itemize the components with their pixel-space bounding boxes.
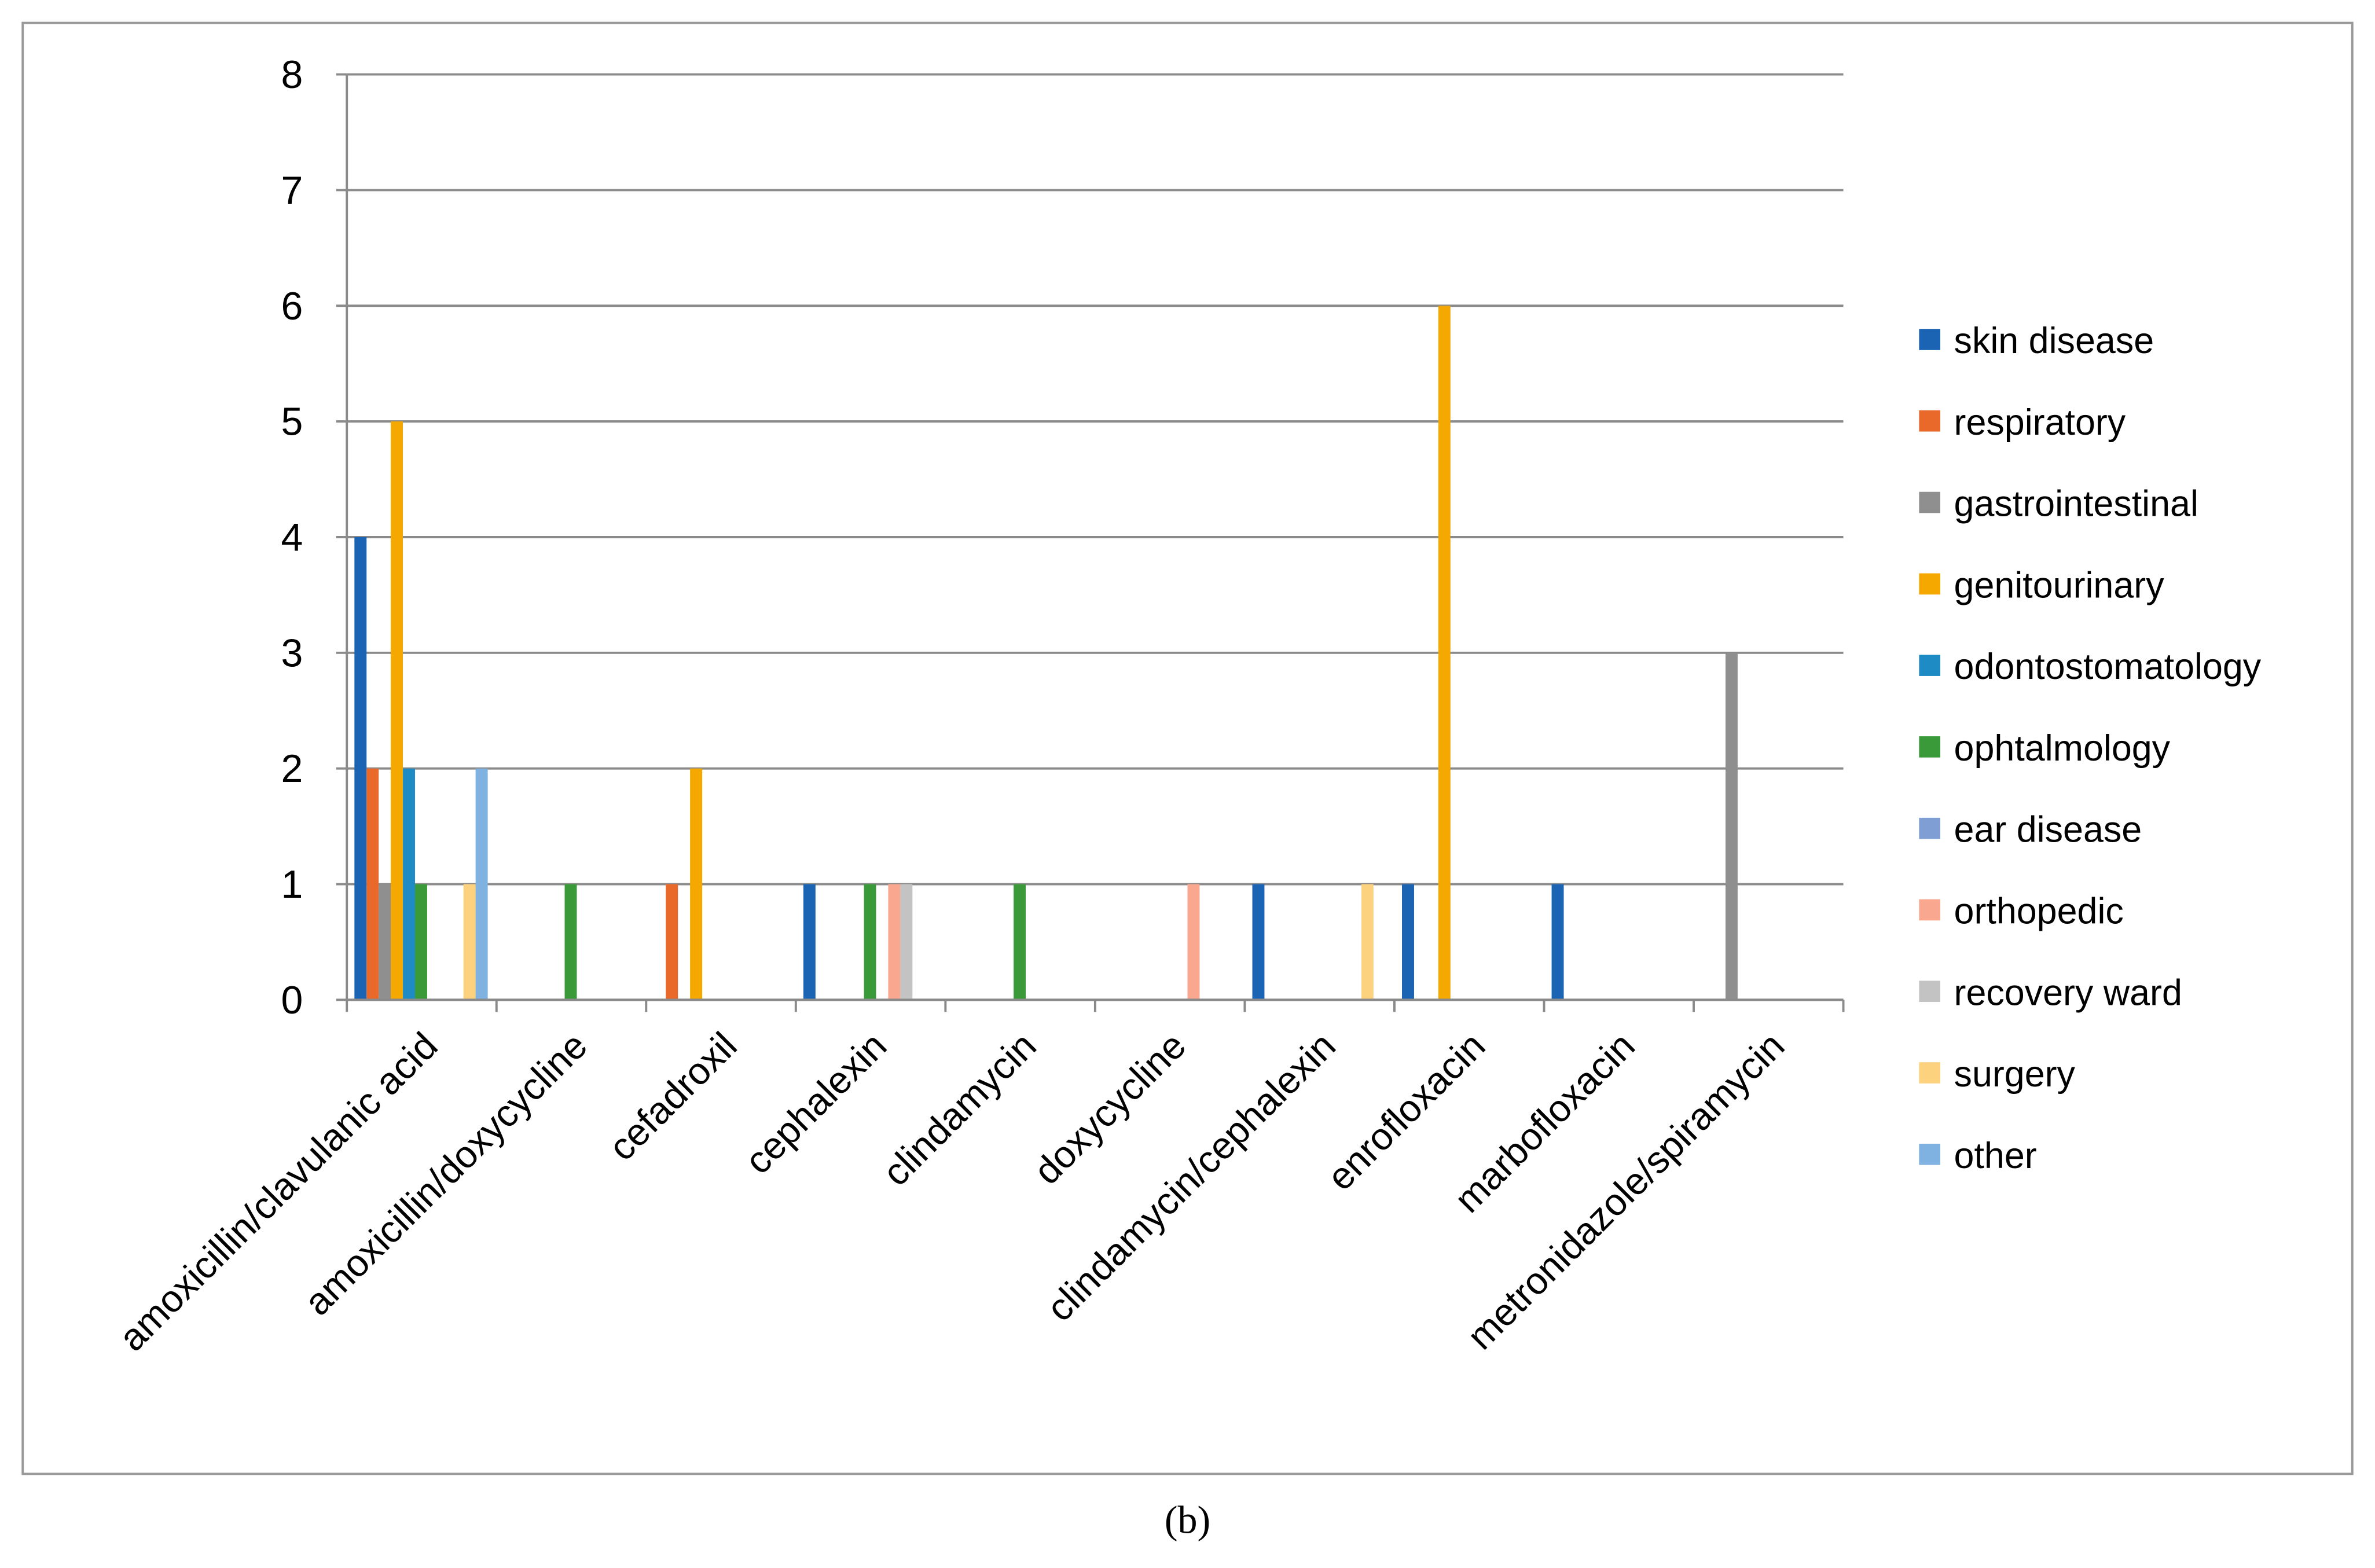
bar bbox=[403, 768, 415, 1000]
legend-label: odontostomatology bbox=[1954, 647, 2262, 687]
legend-swatch bbox=[1919, 655, 1941, 676]
legend-label: genitourinary bbox=[1954, 565, 2165, 605]
legend-label: ear disease bbox=[1954, 810, 2142, 850]
legend-label: surgery bbox=[1954, 1054, 2076, 1095]
y-tick-label: 0 bbox=[281, 978, 303, 1022]
caption: (b) bbox=[1165, 1497, 1210, 1541]
legend-label: respiratory bbox=[1954, 402, 2126, 443]
legend-swatch bbox=[1919, 573, 1941, 595]
bar bbox=[475, 768, 488, 1000]
bar bbox=[803, 884, 816, 1000]
legend-label: skin disease bbox=[1954, 321, 2154, 361]
y-tick-label: 2 bbox=[281, 747, 303, 791]
legend-swatch bbox=[1919, 981, 1941, 1003]
legend-label: other bbox=[1954, 1136, 2037, 1176]
bar bbox=[1014, 884, 1026, 1000]
bar bbox=[1438, 306, 1451, 1000]
bar bbox=[1402, 884, 1414, 1000]
y-tick-label: 7 bbox=[281, 168, 303, 212]
bar bbox=[888, 884, 901, 1000]
legend-swatch bbox=[1919, 1143, 1941, 1165]
bar bbox=[366, 768, 379, 1000]
y-tick-label: 1 bbox=[281, 862, 303, 906]
y-tick-label: 5 bbox=[281, 400, 303, 444]
legend-swatch bbox=[1919, 1062, 1941, 1084]
legend-swatch bbox=[1919, 410, 1941, 432]
legend-label: orthopedic bbox=[1954, 891, 2124, 931]
legend-swatch bbox=[1919, 899, 1941, 921]
legend-label: recovery ward bbox=[1954, 972, 2182, 1013]
bar bbox=[900, 884, 913, 1000]
legend-swatch bbox=[1919, 736, 1941, 758]
y-tick-label: 8 bbox=[281, 53, 303, 97]
legend-label: ophtalmology bbox=[1954, 728, 2171, 769]
bar bbox=[666, 884, 678, 1000]
chart-border bbox=[21, 21, 2354, 1475]
bar bbox=[864, 884, 876, 1000]
bar bbox=[564, 884, 577, 1000]
y-tick-label: 4 bbox=[281, 516, 303, 560]
bar bbox=[463, 884, 476, 1000]
y-tick-label: 6 bbox=[281, 284, 303, 328]
bar bbox=[1725, 652, 1738, 1000]
legend-label: gastrointestinal bbox=[1954, 484, 2198, 524]
bar bbox=[414, 884, 427, 1000]
bar bbox=[379, 884, 391, 1000]
y-tick-label: 3 bbox=[281, 631, 303, 675]
legend-swatch bbox=[1919, 329, 1941, 350]
bar bbox=[1361, 884, 1374, 1000]
bar bbox=[354, 537, 367, 1000]
legend-swatch bbox=[1919, 817, 1941, 839]
bar bbox=[1252, 884, 1265, 1000]
bar bbox=[1551, 884, 1564, 1000]
bar bbox=[1187, 884, 1200, 1000]
bar bbox=[690, 768, 703, 1000]
legend-swatch bbox=[1919, 491, 1941, 513]
bar bbox=[391, 421, 403, 1000]
